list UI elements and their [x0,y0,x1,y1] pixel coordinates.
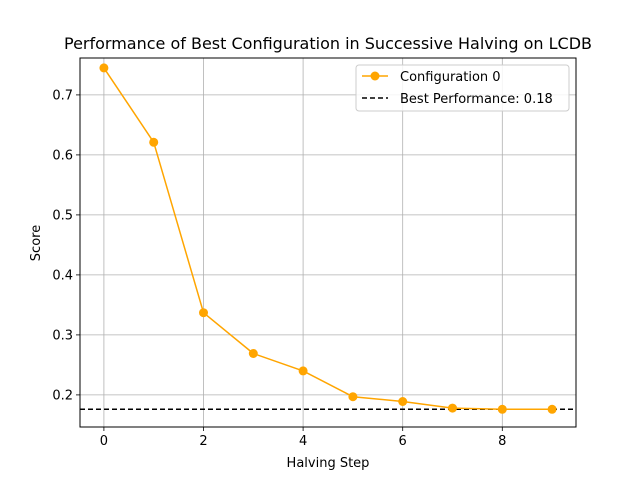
data-point [497,404,507,414]
chart-title: Performance of Best Configuration in Suc… [64,34,592,53]
data-point [248,349,258,358]
legend: Configuration 0 Best Performance: 0.18 [355,64,570,112]
data-point [348,392,358,402]
y-axis-label: Score [29,225,44,261]
series-layer [99,63,557,414]
y-tick-label: 0.7 [52,88,73,103]
y-tick-label: 0.5 [52,208,73,223]
x-axis-ticks: 0 2 4 6 8 [100,427,506,449]
y-axis-ticks: 0.2 0.3 0.4 0.5 0.6 0.7 [52,88,80,403]
x-tick-label: 8 [498,434,506,449]
legend-series-marker [370,71,380,81]
data-point [398,397,408,406]
data-point [199,308,209,318]
y-tick-label: 0.2 [52,388,73,403]
legend-series-label: Configuration 0 [400,70,501,85]
x-tick-label: 4 [299,434,307,449]
data-point [547,404,557,414]
data-point [149,137,159,147]
legend-reference-label: Best Performance: 0.18 [400,92,553,107]
x-axis-label: Halving Step [287,456,370,471]
x-tick-label: 6 [399,434,407,449]
x-tick-label: 0 [100,434,108,449]
plot-frame [79,57,577,428]
y-tick-label: 0.4 [52,268,73,283]
data-point [447,403,457,413]
y-tick-label: 0.6 [52,148,73,163]
y-tick-label: 0.3 [52,328,73,343]
series-line [103,67,553,411]
data-point [99,63,109,73]
legend-box [355,64,570,112]
x-tick-label: 2 [199,434,207,449]
data-point [298,366,308,376]
